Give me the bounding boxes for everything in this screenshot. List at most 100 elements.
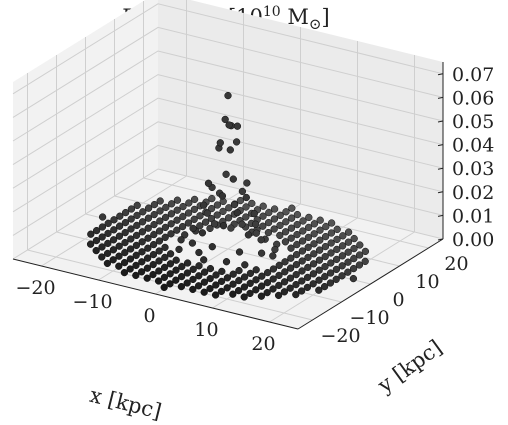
data-point [292, 290, 300, 299]
data-point [150, 210, 158, 219]
data-point [160, 263, 169, 272]
data-point [246, 279, 254, 288]
z-tick-mark [437, 191, 444, 194]
data-point [219, 207, 227, 216]
data-point [166, 250, 175, 258]
data-point [327, 259, 335, 267]
data-point [185, 199, 193, 207]
data-point [221, 115, 229, 124]
data-point [303, 273, 312, 282]
data-point [246, 269, 255, 278]
data-point [188, 239, 197, 247]
grid-line-y-floor [85, 213, 371, 285]
data-point [173, 196, 182, 204]
data-point [195, 272, 203, 280]
data-point [344, 268, 352, 276]
data-point [162, 203, 170, 212]
data-point [229, 280, 237, 288]
data-point [292, 280, 300, 289]
data-point [92, 226, 101, 235]
data-point [287, 224, 296, 232]
data-point [270, 215, 279, 223]
data-point [204, 179, 213, 187]
z-tick-mark [437, 167, 444, 170]
data-point [184, 209, 193, 217]
data-point [293, 240, 301, 249]
data-point [304, 223, 313, 232]
data-point [235, 248, 244, 256]
grid-line-z [12, 26, 444, 118]
y-tick-label: 0 [392, 289, 404, 311]
data-point [333, 235, 341, 244]
data-point [259, 222, 267, 230]
data-point [263, 288, 271, 297]
data-point [110, 216, 118, 224]
data-point [127, 225, 135, 233]
data-point [144, 224, 152, 232]
data-point [150, 230, 158, 239]
data-point [269, 265, 278, 273]
data-point [92, 246, 100, 255]
data-point [361, 247, 370, 256]
data-point [304, 263, 312, 272]
data-point [156, 197, 164, 205]
data-point [259, 202, 267, 210]
data-point [115, 232, 124, 240]
data-point [235, 266, 243, 275]
data-point [321, 232, 330, 241]
data-point [217, 277, 226, 286]
data-point [98, 253, 106, 261]
data-point [132, 261, 140, 270]
data-point [250, 210, 258, 218]
data-point [138, 218, 147, 226]
data-point [252, 286, 260, 294]
data-point [251, 220, 260, 228]
data-point [276, 221, 284, 230]
data-point [276, 211, 284, 220]
data-point [257, 249, 266, 257]
data-point [321, 262, 329, 271]
data-point [238, 220, 246, 228]
data-point [98, 233, 106, 241]
data-point [200, 256, 208, 264]
data-point [156, 207, 164, 215]
data-point [293, 230, 301, 239]
data-point [173, 206, 181, 214]
grid-line-z [12, 121, 444, 213]
data-point [241, 261, 249, 269]
data-point [179, 212, 187, 221]
data-point [87, 230, 95, 238]
data-point [227, 224, 235, 232]
data-point [297, 287, 306, 295]
data-point [263, 278, 272, 287]
data-point [252, 229, 260, 237]
data-point [166, 270, 174, 278]
data-point [200, 288, 208, 296]
data-point [149, 260, 157, 269]
data-point [104, 229, 112, 238]
data-point [338, 262, 346, 270]
data-point [275, 271, 283, 280]
data-point [121, 238, 129, 247]
data-point [121, 248, 129, 257]
data-point [235, 276, 243, 285]
data-point [332, 255, 341, 264]
data-point [350, 234, 358, 243]
data-point [350, 254, 358, 263]
data-point [208, 194, 216, 203]
data-point [222, 258, 231, 266]
data-point [287, 234, 295, 242]
data-point [155, 227, 164, 235]
data-point [248, 199, 256, 208]
data-point [138, 228, 147, 236]
data-point [133, 211, 141, 220]
data-point [132, 271, 140, 280]
data-point [344, 228, 353, 236]
data-point [280, 288, 289, 296]
data-point [292, 260, 301, 269]
data-point [219, 222, 228, 230]
data-point [309, 270, 318, 278]
data-point [298, 247, 307, 255]
data-point [304, 243, 312, 252]
data-point [275, 281, 283, 290]
